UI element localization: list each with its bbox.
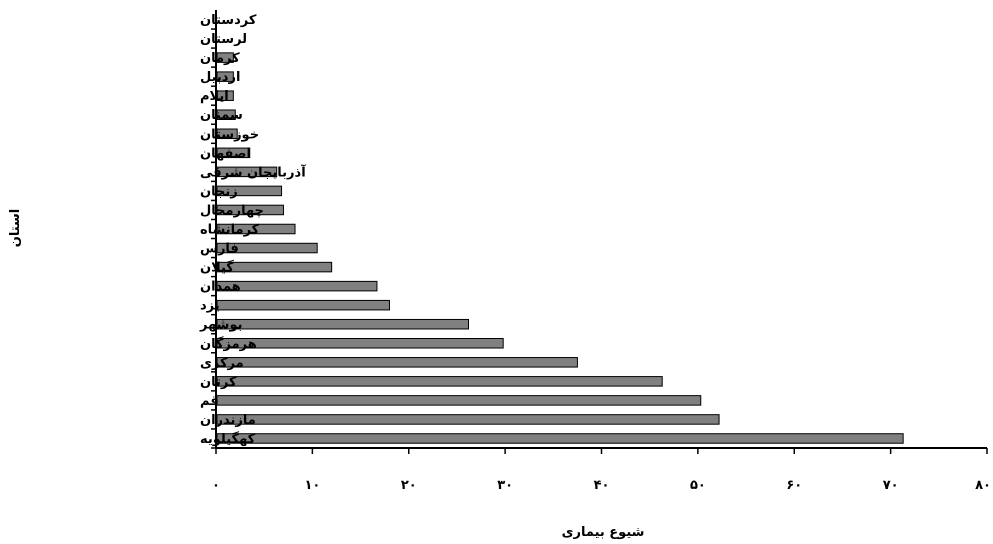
- category-label: کرمانشاه: [200, 223, 260, 238]
- category-label: چهارمحال: [200, 203, 264, 218]
- x-ticks-group: ۰ ۱۰ ۲۰ ۳۰ ۴۰ ۵۰ ۶۰ ۷۰ ۸۰: [212, 448, 991, 493]
- category-label: کهگیلویه: [200, 431, 256, 447]
- category-label: بوشهر: [199, 318, 243, 333]
- category-label: سمنان: [200, 108, 243, 123]
- category-label: خوزستان: [200, 127, 259, 142]
- category-label: گیلان: [200, 260, 234, 276]
- category-label: زنجان: [200, 184, 238, 199]
- x-tick-label: ۴۰: [594, 478, 610, 493]
- x-tick-label: ۳۰: [497, 478, 513, 493]
- category-label: کردستان: [200, 13, 257, 28]
- category-labels-group: کهگیلویه مازندران قم کرتان مرکزی هرمزگان بوشهر…: [199, 13, 306, 449]
- bar: [216, 395, 702, 406]
- x-tick-label: ۵۰: [690, 478, 706, 493]
- category-label: یزد: [200, 299, 220, 314]
- x-tick-label: ۱۰: [304, 478, 320, 493]
- category-label: قم: [200, 394, 219, 409]
- category-label: مازندران: [200, 413, 256, 428]
- bar: [216, 376, 663, 387]
- bar: [216, 318, 470, 330]
- category-label: فارس: [200, 242, 239, 257]
- x-tick-label: ۸۰: [975, 478, 991, 493]
- bar: [216, 261, 333, 273]
- category-label: کرمان: [200, 51, 240, 66]
- bar: [216, 280, 378, 292]
- category-label: لرستان: [200, 32, 247, 47]
- x-axis-title: شیوع بیماری: [562, 525, 645, 540]
- x-tick-label: ۷۰: [883, 478, 899, 493]
- category-label: اردبیل: [200, 70, 240, 85]
- category-label: ایلام: [200, 89, 229, 104]
- category-label: کرتان: [200, 375, 237, 390]
- y-axis-title: استان: [8, 209, 23, 248]
- category-label: اصفهان: [200, 146, 251, 161]
- bar: [216, 433, 904, 444]
- x-tick-label: ۰: [212, 478, 220, 493]
- bar: [216, 299, 390, 311]
- bar: [216, 357, 578, 368]
- bars-group: [216, 52, 904, 444]
- bar: [216, 338, 504, 349]
- bar: [216, 414, 720, 425]
- x-tick-label: ۶۰: [786, 478, 802, 493]
- category-label: آذربایجان شرقی: [200, 163, 306, 180]
- category-label: همدان: [200, 280, 241, 295]
- category-label: مرکزی: [200, 356, 244, 371]
- x-tick-label: ۲۰: [401, 478, 417, 493]
- category-label: هرمزگان: [200, 336, 257, 352]
